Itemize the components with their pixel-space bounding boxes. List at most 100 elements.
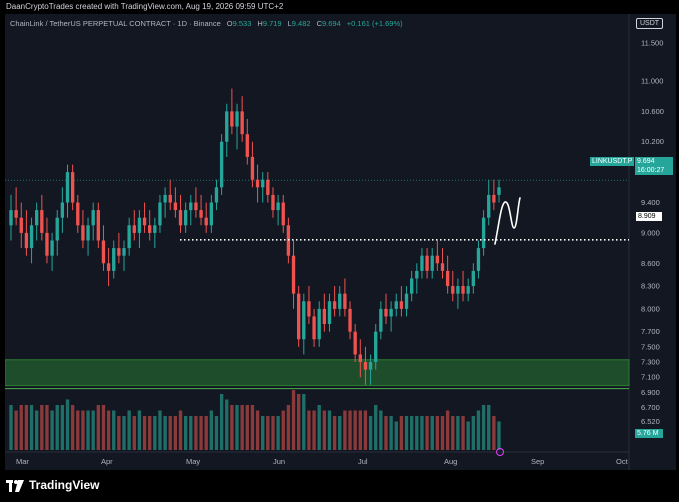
volume-bar: [420, 416, 424, 450]
volume-bar: [76, 410, 80, 450]
volume-bar: [487, 405, 491, 450]
volume-bar: [122, 416, 126, 450]
volume-bar: [497, 421, 501, 450]
volume-bar: [19, 405, 23, 450]
volume-bar: [148, 416, 152, 450]
candle-body: [410, 278, 414, 294]
y-tick-label: 10.600: [641, 107, 664, 116]
candle-body: [50, 240, 54, 256]
candle-body: [153, 225, 157, 233]
volume-tag: 5.76 M: [635, 429, 663, 438]
candle-body: [148, 225, 152, 233]
volume-bar: [65, 399, 70, 450]
candle-body: [415, 270, 419, 279]
volume-bar: [81, 410, 85, 450]
candle-body: [173, 202, 178, 211]
candle-body: [399, 301, 404, 309]
volume-bar: [476, 410, 481, 450]
candle-body: [492, 194, 496, 203]
candle-body: [296, 293, 301, 340]
volume-bar: [9, 405, 13, 450]
volume-bar: [194, 416, 198, 450]
symbol-legend: ChainLink / TetherUS PERPETUAL CONTRACT …: [10, 19, 403, 28]
x-tick-label: Apr: [101, 457, 113, 466]
open-value: O9.533: [226, 19, 252, 28]
volume-bar: [266, 416, 270, 450]
candle-body: [389, 308, 393, 317]
candle-body: [451, 286, 455, 294]
candle-body: [240, 111, 244, 135]
x-tick-label: Jun: [273, 457, 285, 466]
candle-body: [14, 210, 18, 218]
volume-bar: [137, 410, 142, 450]
candle-body: [471, 270, 475, 287]
volume-bar: [209, 410, 214, 450]
symbol-name: ChainLink / TetherUS PERPETUAL CONTRACT …: [10, 19, 221, 28]
volume-bar: [24, 405, 29, 450]
volume-bar: [276, 416, 280, 450]
x-tick-label: Jul: [358, 457, 368, 466]
volume-bar: [230, 405, 234, 450]
volume-bar: [456, 416, 460, 450]
chart-panel[interactable]: 11.50011.00010.60010.2009.8009.4009.0008…: [5, 14, 676, 470]
candle-body: [137, 217, 142, 233]
x-tick-label: Aug: [444, 457, 457, 466]
close-value: C9.694: [316, 19, 341, 28]
candle-body: [189, 202, 193, 211]
volume-bar: [353, 410, 357, 450]
y-tick-label: 11.500: [641, 38, 663, 47]
candle-body: [225, 111, 229, 142]
candle-body: [456, 286, 460, 294]
candle-body: [65, 172, 70, 203]
x-tick-label: Oct: [616, 457, 629, 466]
volume-bar: [317, 405, 321, 450]
candle-body: [122, 248, 126, 256]
volume-bar: [45, 405, 49, 450]
volume-bar: [389, 416, 393, 450]
volume-bar: [127, 410, 131, 450]
candle-body: [76, 202, 80, 226]
candle-body: [40, 210, 44, 233]
candle-body: [132, 225, 136, 233]
candle-body: [117, 248, 121, 256]
candle-body: [353, 331, 357, 355]
candle-body: [394, 301, 398, 309]
volume-bar: [35, 410, 39, 450]
candle-body: [45, 232, 49, 256]
candle-body: [70, 172, 75, 203]
y-tick-label: 8.000: [641, 304, 660, 313]
currency-button[interactable]: USDT: [636, 18, 664, 29]
candle-body: [255, 179, 260, 188]
volume-bar: [55, 405, 59, 450]
volume-bar: [163, 416, 167, 450]
candle-body: [266, 179, 270, 195]
volume-bar: [183, 416, 188, 450]
volume-bar: [173, 416, 178, 450]
candle-body: [322, 308, 327, 325]
volume-bar: [50, 410, 54, 450]
volume-bar: [240, 405, 244, 450]
candle-body: [261, 179, 265, 188]
volume-bar: [132, 416, 136, 450]
last-price-tag: 9.694: [635, 157, 673, 166]
volume-bar: [214, 416, 219, 450]
price-chart[interactable]: 11.50011.00010.60010.2009.8009.4009.0008…: [5, 14, 676, 470]
candle-body: [348, 308, 352, 332]
candle-body: [35, 210, 39, 226]
candle-body: [245, 134, 249, 157]
volume-bar: [302, 394, 306, 450]
candle-body: [142, 217, 147, 226]
x-tick-label: Sep: [531, 457, 544, 466]
volume-bar: [91, 410, 95, 450]
volume-bar: [112, 410, 116, 450]
candle-body: [271, 194, 275, 211]
volume-bar: [117, 416, 121, 450]
volume-bar: [255, 410, 260, 450]
candle-body: [445, 270, 450, 287]
volume-bar: [338, 416, 342, 450]
candle-body: [312, 316, 316, 340]
candle-body: [281, 202, 285, 226]
candle-body: [219, 141, 224, 188]
volume-bar: [96, 405, 100, 450]
tradingview-logo-icon: [6, 479, 24, 492]
